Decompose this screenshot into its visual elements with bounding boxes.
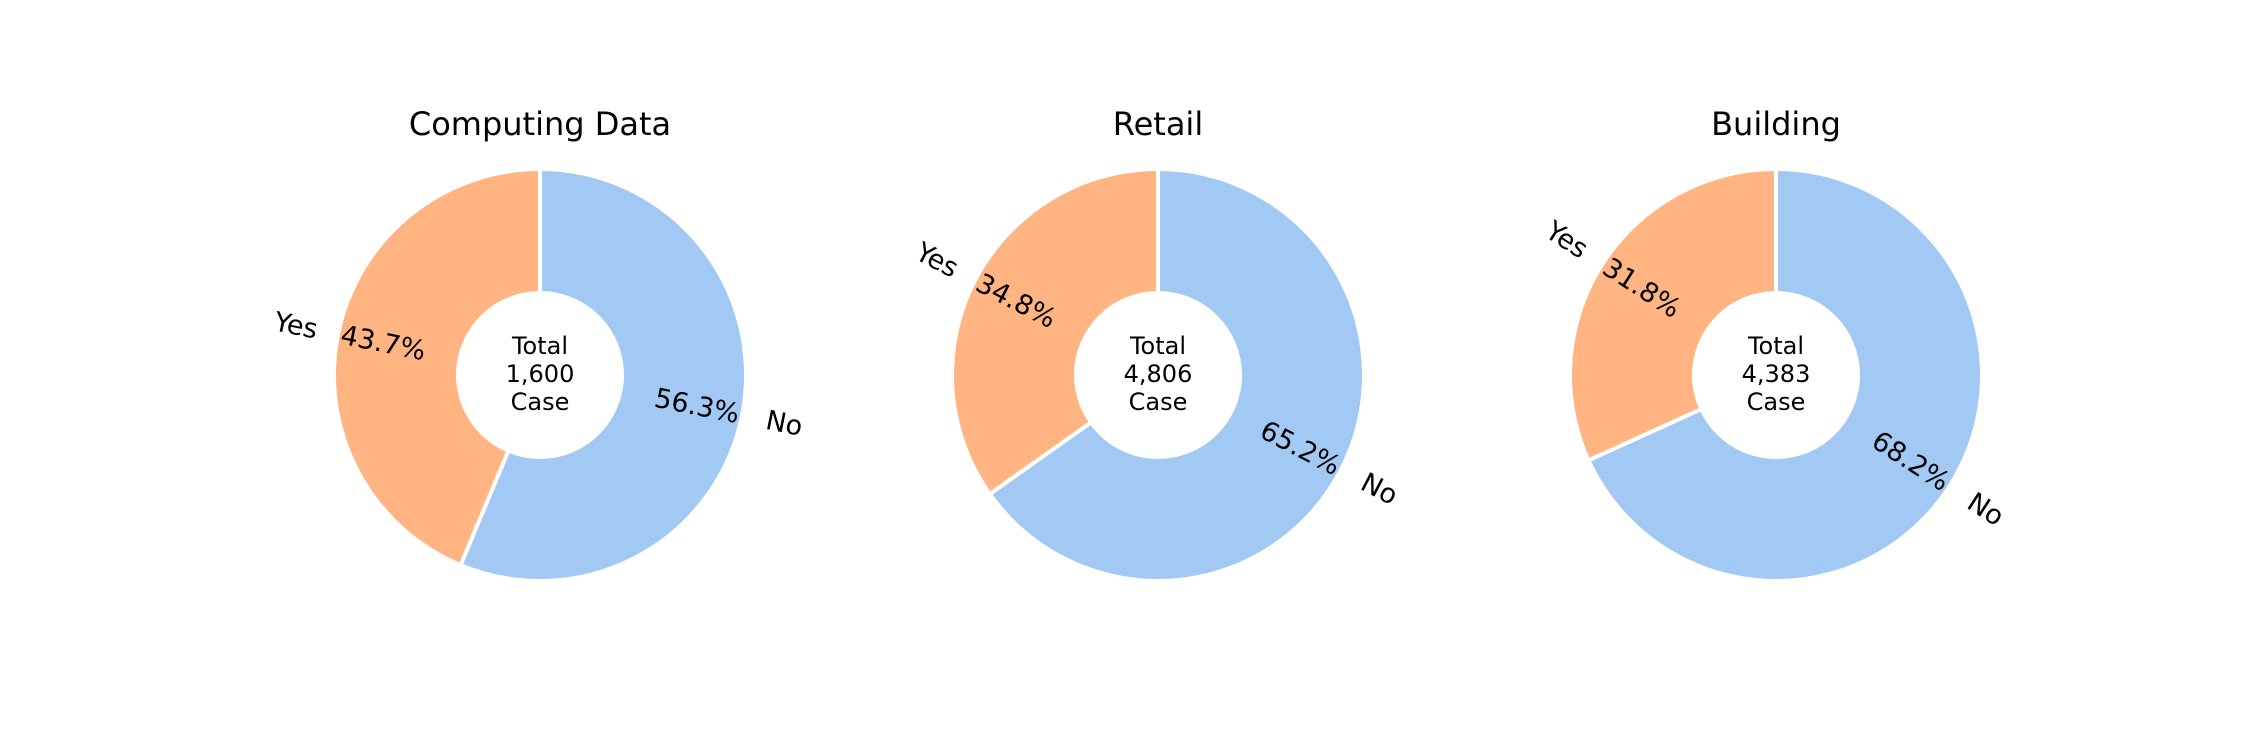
center-label-line: Total [1747, 332, 1804, 360]
center-label-line: Total [1129, 332, 1186, 360]
slice-group [1568, 167, 1984, 583]
center-label-total: 4,383 [1742, 360, 1811, 388]
slice-group [950, 167, 1366, 583]
donut-hole [1074, 291, 1242, 459]
category-label-yes: Yes [1539, 215, 1593, 265]
center-label-line: Case [1129, 388, 1188, 416]
donut-hole [456, 291, 624, 459]
category-label-no: No [1962, 487, 2010, 533]
donut-chart-computing-data: Computing Data 56.3% No43.7%YesTotal1,600… [270, 105, 805, 583]
chart-title: Retail [1113, 105, 1203, 143]
center-label-total: 1,600 [506, 360, 575, 388]
center-label-line: Case [511, 388, 570, 416]
chart-title: Building [1711, 105, 1841, 143]
slice-group [332, 167, 748, 583]
category-label-yes: Yes [909, 236, 963, 284]
category-label-no: No [1356, 467, 1403, 511]
slice-yes [332, 167, 542, 568]
chart-title: Computing Data [409, 105, 671, 143]
center-label-line: Case [1747, 388, 1806, 416]
center-label-line: Total [511, 332, 568, 360]
center-label-total: 4,806 [1124, 360, 1193, 388]
slice-yes [950, 167, 1160, 496]
donut-hole [1692, 291, 1860, 459]
category-label-no: No [763, 405, 805, 443]
category-label-yes: Yes [270, 306, 320, 345]
